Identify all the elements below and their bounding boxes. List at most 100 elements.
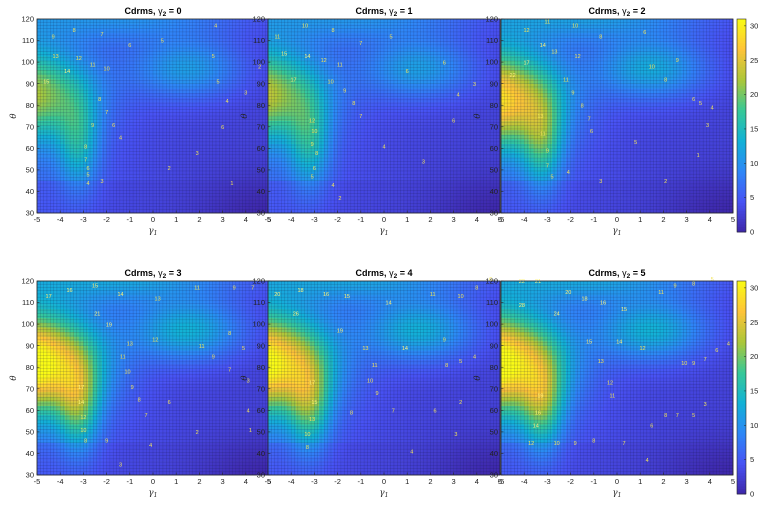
heatmap-cell [351,65,357,71]
heatmap-cell [78,162,84,168]
heatmap-cell [314,79,320,84]
heatmap-cell [346,166,352,172]
heatmap-cell [472,129,478,135]
heatmap-cell [236,92,242,98]
contour-label: 10 [311,129,317,135]
heatmap-cell [379,92,385,98]
heatmap-cell [106,102,112,108]
heatmap-cell [524,185,530,191]
heatmap-cell [69,208,75,214]
heatmap-cell [222,74,228,80]
heatmap-cell [55,28,61,34]
heatmap-cell [416,65,422,71]
heatmap-cell [129,37,135,43]
heatmap-cell [314,42,320,48]
heatmap-cell [462,55,468,61]
heatmap-cell [314,32,320,38]
heatmap-cell [37,37,42,43]
heatmap-cell [41,74,47,80]
heatmap-cell [97,111,103,117]
heatmap-cell [472,19,478,24]
heatmap-cell [365,106,371,112]
heatmap-cell [259,199,265,205]
heatmap-cell [314,74,320,80]
heatmap-cell [505,60,511,66]
heatmap-cell [171,46,177,52]
heatmap-cell [60,189,66,195]
heatmap-cell [379,185,385,191]
heatmap-cell [106,203,112,209]
heatmap-cell [245,65,251,71]
heatmap-cell [453,189,459,195]
heatmap-cell [476,129,482,135]
heatmap-cell [208,129,214,135]
heatmap-cell [416,208,422,214]
heatmap-cell [319,23,324,29]
heatmap-cell [407,129,413,135]
heatmap-cell [397,32,403,38]
heatmap-cell [78,102,84,108]
heatmap-cell [374,166,380,172]
heatmap-cell [393,171,399,177]
heatmap-cell [236,111,242,117]
heatmap-cell [272,19,278,24]
heatmap-cell [97,157,103,163]
heatmap-cell [139,106,145,112]
heatmap-cell [281,65,287,71]
heatmap-cell [277,203,283,209]
heatmap-cell [286,79,292,84]
heatmap-cell [314,185,320,191]
heatmap-cell [323,166,329,172]
heatmap-cell [467,120,473,126]
heatmap-cell [421,157,427,163]
heatmap-cell [213,79,219,84]
heatmap-cell [259,83,265,89]
heatmap-cell [305,92,311,98]
heatmap-cell [421,180,427,186]
contour-label: 2 [338,196,341,202]
heatmap-cell [199,180,205,186]
heatmap-cell [134,92,140,98]
heatmap-cell [97,32,103,38]
heatmap-cell [346,125,352,131]
heatmap-cell [481,208,487,214]
heatmap-cell [55,162,61,168]
heatmap-cell [295,120,301,126]
heatmap-cell [264,143,270,149]
heatmap-cell [92,92,98,98]
heatmap-cell [505,129,511,135]
heatmap-cell [157,83,163,89]
heatmap-cell [50,157,56,163]
heatmap-cell [295,23,301,29]
heatmap-cell [236,120,242,126]
heatmap-cell [332,185,338,191]
heatmap-cell [462,157,468,163]
heatmap-cell [171,74,177,80]
contour-label: 12 [309,119,315,125]
heatmap-cell [125,74,131,80]
heatmap-cell [171,23,177,29]
heatmap-cell [309,102,315,108]
heatmap-cell [388,51,394,57]
contour-label: 8 [352,101,355,107]
heatmap-cell [397,194,403,200]
heatmap-cell [148,111,154,117]
heatmap-cell [351,37,357,43]
heatmap-cell [393,19,399,24]
heatmap-cell [453,125,459,131]
heatmap-cell [69,74,75,80]
heatmap-cell [319,37,324,43]
heatmap-cell [139,157,145,163]
heatmap-cell [60,46,66,52]
heatmap-cell [402,46,408,52]
heatmap-cell [268,180,273,186]
x-tick-label: -5 [265,215,272,224]
heatmap-cell [245,55,251,61]
heatmap-cell [448,194,454,200]
contour-label: 14 [304,54,310,60]
heatmap-cell [185,125,191,131]
heatmap-cell [46,203,52,209]
heatmap-cell [486,111,492,117]
heatmap-cell [162,162,168,168]
heatmap-cell [83,157,89,163]
